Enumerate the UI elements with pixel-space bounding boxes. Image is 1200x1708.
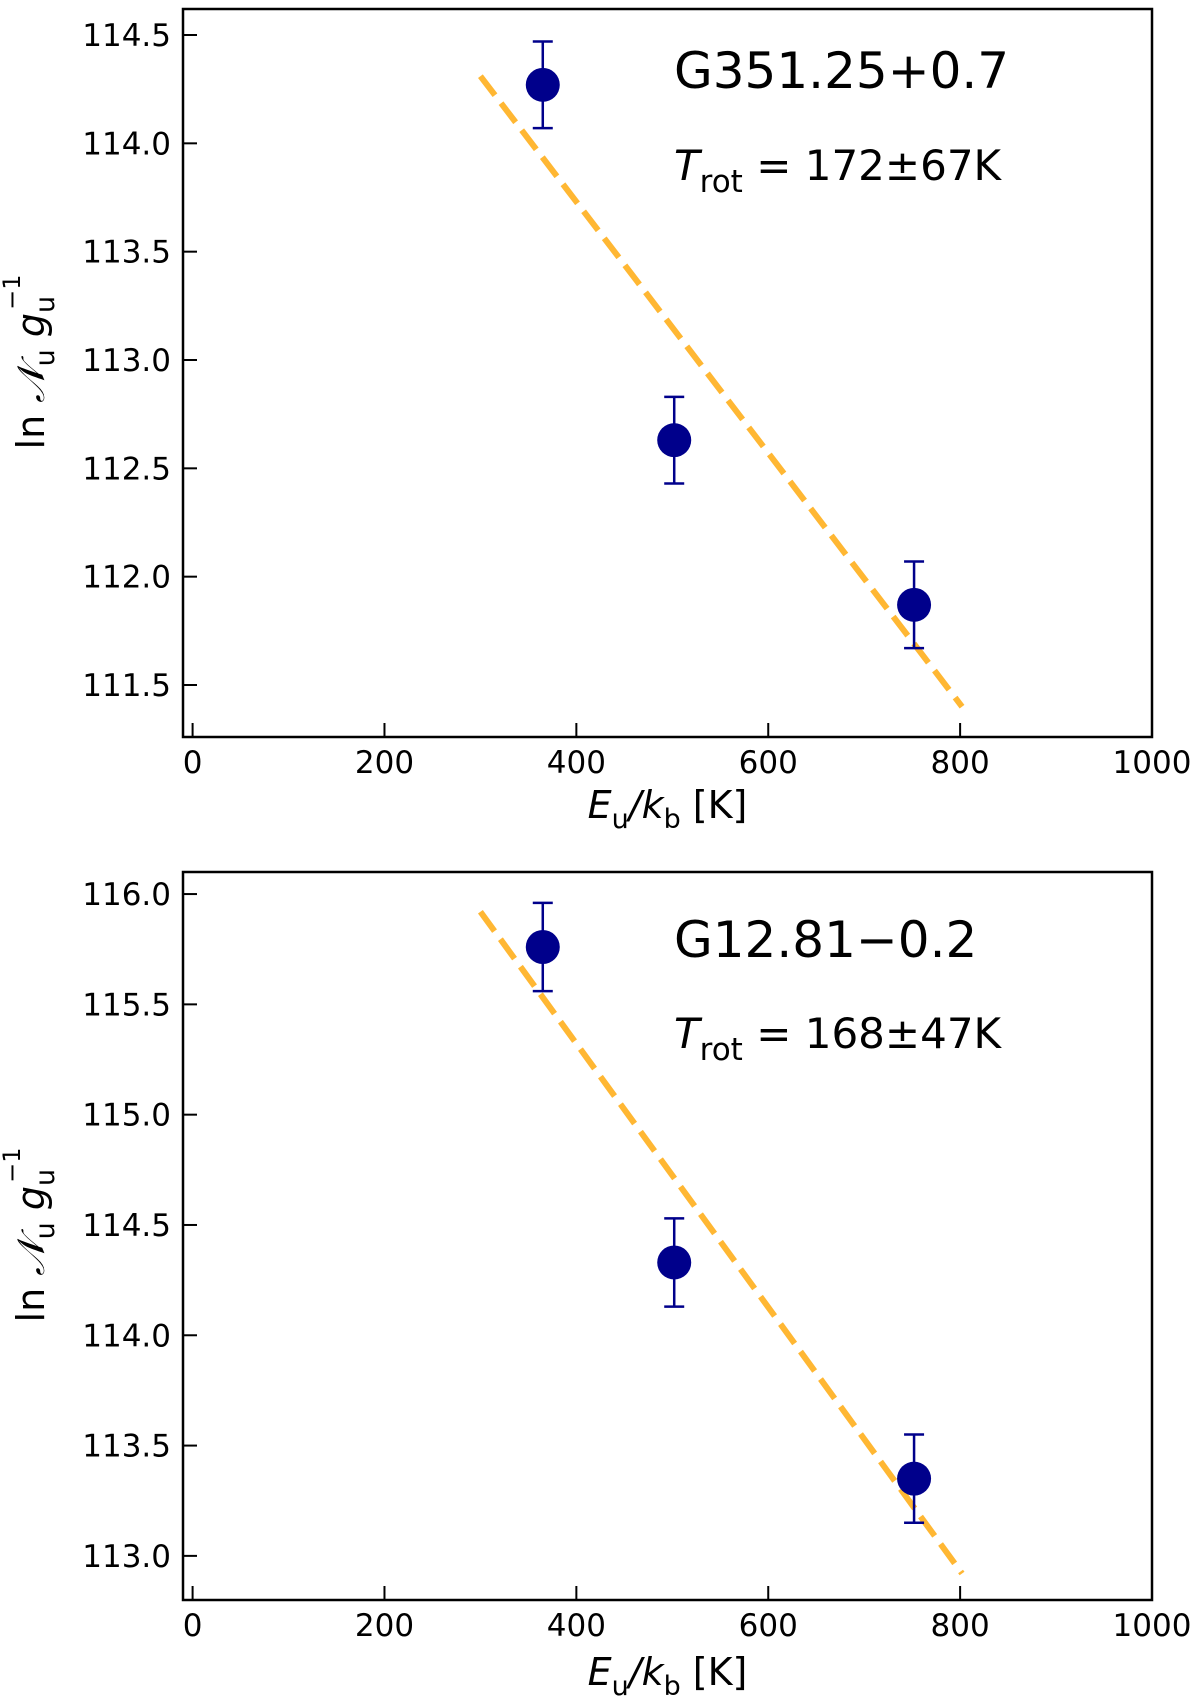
x-tick-label: 0 xyxy=(183,745,203,781)
x-tick-label: 1000 xyxy=(1113,745,1192,781)
y-tick-label: 113.5 xyxy=(82,235,171,271)
plot-frame xyxy=(181,870,1154,1602)
y-axis-label: ln 𝒩u gu−1 xyxy=(0,1148,61,1323)
trot-annotation: Trot = 168±47K xyxy=(674,1009,1003,1068)
chart-panel-2: 0 200 400 600 800 1000 113.0 113.5 114.0 114.5 115… xyxy=(0,870,1192,1702)
trot-annotation: Trot = 172±67K xyxy=(674,141,1003,200)
y-label-nsub: u xyxy=(30,1222,61,1239)
trot-value: = 172±67K xyxy=(743,141,1003,190)
y-label-nsub: u xyxy=(30,349,61,366)
x-tick-label: 600 xyxy=(739,1608,798,1644)
y-tick-label: 111.5 xyxy=(82,668,171,704)
trot-symbol: T xyxy=(674,141,703,190)
data-point xyxy=(525,67,560,102)
x-label-sub1: u xyxy=(612,1671,629,1702)
x-label-unit: [K] xyxy=(681,783,748,827)
data-point xyxy=(525,930,560,965)
y-label-gsup: −1 xyxy=(0,275,26,310)
y-tick-label: 113.0 xyxy=(82,1539,171,1575)
x-label-mid: /k xyxy=(626,783,666,827)
y-tick-label: 113.0 xyxy=(82,343,171,379)
x-tick-label: 0 xyxy=(183,1608,203,1644)
x-tick-label: 800 xyxy=(931,1608,990,1644)
x-tick-label: 200 xyxy=(355,1608,414,1644)
y-tick-label: 112.5 xyxy=(82,451,171,487)
y-label-gsub: u xyxy=(30,1169,61,1186)
y-tick-label: 115.5 xyxy=(82,987,171,1023)
y-tick-label: 114.5 xyxy=(82,1208,171,1244)
x-label-sub1: u xyxy=(612,804,629,835)
y-label-g: g xyxy=(9,1186,53,1222)
fit-line xyxy=(478,74,965,709)
y-tick-label: 114.0 xyxy=(82,126,171,162)
y-label-prefix: ln xyxy=(9,403,53,450)
y-label-gsup: −1 xyxy=(0,1148,26,1183)
source-name: G351.25+0.7 xyxy=(674,42,1009,100)
y-tick-label: 113.5 xyxy=(82,1429,171,1465)
y-axis-label: ln 𝒩u gu−1 xyxy=(0,275,61,450)
y-label-prefix: ln xyxy=(9,1276,53,1323)
x-label-mid: /k xyxy=(626,1650,666,1694)
data-point xyxy=(897,587,932,622)
x-tick-label: 800 xyxy=(931,745,990,781)
y-tick-label: 116.0 xyxy=(82,877,171,913)
trot-symbol: T xyxy=(674,1009,703,1058)
y-tick-label: 112.0 xyxy=(82,560,171,596)
trot-subscript: rot xyxy=(700,164,743,200)
x-tick-label: 400 xyxy=(547,745,606,781)
data-point xyxy=(897,1461,932,1496)
x-tick-label: 200 xyxy=(355,745,414,781)
data-point xyxy=(657,423,692,458)
trot-value: = 168±47K xyxy=(743,1009,1003,1058)
source-name: G12.81−0.2 xyxy=(674,911,977,969)
x-tick-label: 600 xyxy=(739,745,798,781)
y-tick-label: 114.5 xyxy=(82,18,171,54)
data-point xyxy=(657,1245,692,1280)
x-label-sub2: b xyxy=(664,804,681,835)
x-tick-label: 400 xyxy=(547,1608,606,1644)
x-label-sub2: b xyxy=(664,1671,681,1702)
plot-frame xyxy=(181,7,1154,739)
y-tick-label: 115.0 xyxy=(82,1098,171,1134)
y-tick-label: 114.0 xyxy=(82,1318,171,1354)
x-label-main: E xyxy=(588,783,612,827)
x-tick-label: 1000 xyxy=(1113,1608,1192,1644)
x-label-unit: [K] xyxy=(681,1650,748,1694)
trot-subscript: rot xyxy=(700,1032,743,1068)
y-label-gsub: u xyxy=(30,296,61,313)
x-axis-label: Eu/kb [K] xyxy=(588,1650,748,1702)
x-axis-label: Eu/kb [K] xyxy=(588,783,748,835)
fit-line xyxy=(477,909,965,1576)
x-label-main: E xyxy=(588,1650,612,1694)
chart-panel-1: 0 200 400 600 800 1000 111.5 112.0 112.5 113.0 113… xyxy=(0,7,1192,835)
y-label-g: g xyxy=(9,313,53,349)
